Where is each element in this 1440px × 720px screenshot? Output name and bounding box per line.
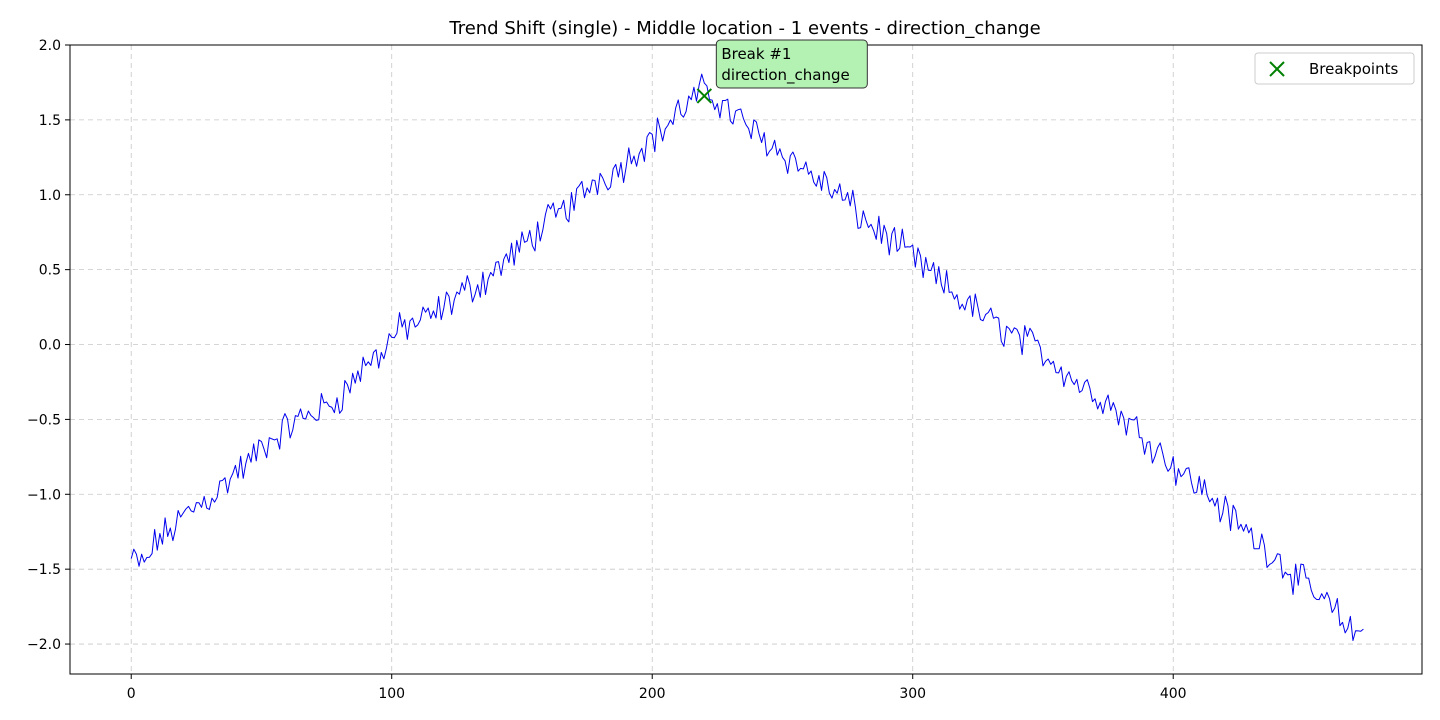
series-line — [130, 73, 1364, 642]
y-tick-label: −0.5 — [27, 412, 61, 428]
x-tick-label: 100 — [378, 686, 405, 702]
legend-label: Breakpoints — [1309, 60, 1398, 78]
y-tick-label: 0.5 — [39, 263, 61, 279]
chart-title: Trend Shift (single) - Middle location -… — [448, 18, 1040, 39]
y-tick-label: 1.5 — [39, 113, 61, 129]
x-tick-label: 0 — [127, 686, 136, 702]
annotation-box — [715, 39, 868, 89]
y-tick-label: −1.0 — [27, 487, 61, 503]
x-tick-label: 300 — [899, 686, 926, 702]
x-tick-label: 400 — [1160, 686, 1187, 702]
annotation-text: direction_change — [721, 66, 849, 85]
breakpoint-marker — [696, 88, 713, 104]
y-tick-label: 1.0 — [39, 188, 61, 204]
plot-frame — [69, 44, 1423, 675]
annotation-text: Break #1 — [721, 45, 791, 63]
x-tick-label: 200 — [639, 686, 666, 702]
y-tick-label: −2.0 — [27, 637, 61, 653]
y-tick-label: 2.0 — [39, 38, 61, 54]
legend-box — [1254, 52, 1415, 85]
legend-marker — [1269, 61, 1285, 77]
y-tick-label: −1.5 — [27, 562, 61, 578]
y-tick-label: 0.0 — [39, 338, 61, 354]
